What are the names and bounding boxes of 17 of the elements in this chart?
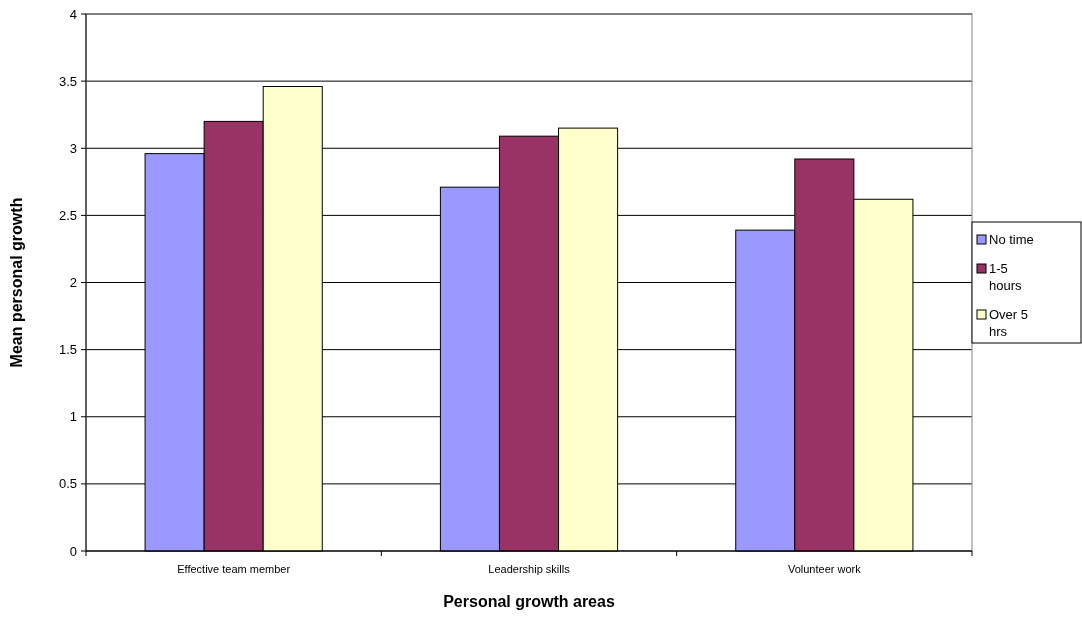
y-tick-label: 1 — [69, 409, 77, 425]
y-axis-title: Mean personal growth — [8, 197, 25, 368]
x-tick-label: Effective team member — [177, 563, 291, 575]
x-tick-label: Volunteer work — [787, 563, 862, 575]
x-axis-title: Personal growth areas — [443, 593, 615, 610]
y-tick-label: 3.5 — [58, 73, 77, 89]
y-tick-label: 0 — [69, 543, 77, 559]
y-tick-label: 0.5 — [58, 476, 77, 492]
legend-label: 1-5 hours — [989, 261, 1023, 293]
legend-label: Over 5 hrs — [989, 307, 1029, 339]
y-tick-label: 1.5 — [58, 342, 77, 358]
y-tick-label: 4 — [69, 6, 77, 22]
legend-label: No time — [989, 232, 1034, 247]
y-tick-label: 2.5 — [58, 207, 77, 223]
x-tick-label: Leadership skills — [488, 563, 571, 575]
y-tick-label: 2 — [69, 275, 77, 291]
y-tick-label: 3 — [69, 140, 77, 156]
